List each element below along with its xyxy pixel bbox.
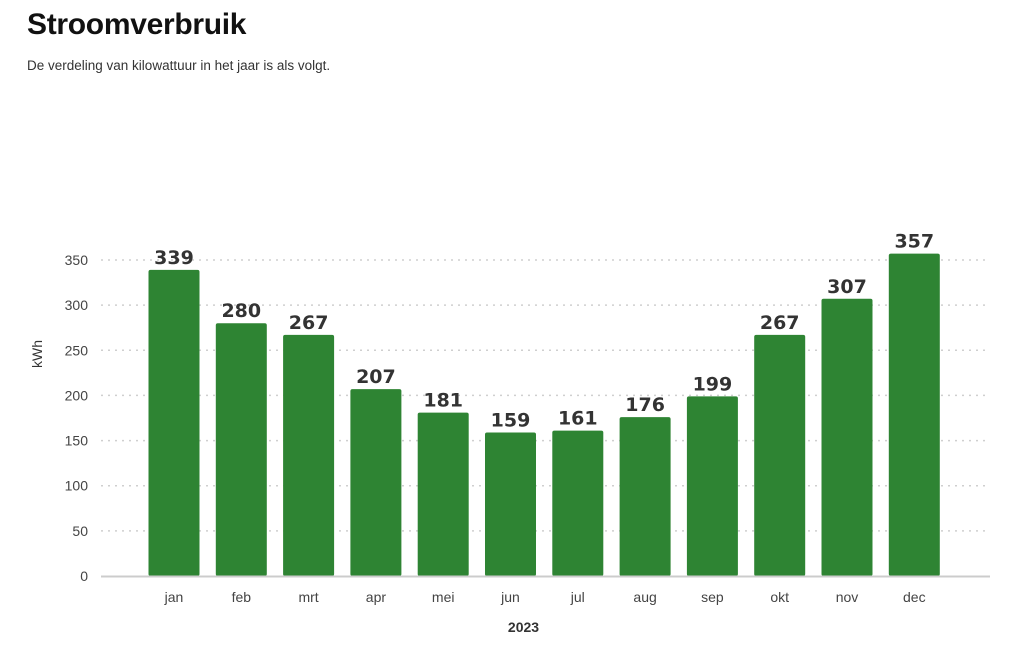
value-label-aug: 176 xyxy=(625,394,665,416)
y-tick-label: 200 xyxy=(65,387,89,403)
value-label-mrt: 267 xyxy=(289,312,329,334)
x-axis-title: 2023 xyxy=(508,619,539,635)
x-tick-label: aug xyxy=(633,589,656,605)
x-tick-label: apr xyxy=(366,589,387,605)
y-axis-title: kWh xyxy=(29,340,45,368)
bar-mei xyxy=(417,412,469,576)
bar-jan xyxy=(148,269,200,576)
value-label-jan: 339 xyxy=(154,247,194,269)
value-label-apr: 207 xyxy=(356,366,396,388)
x-tick-label: jun xyxy=(500,589,520,605)
x-tick-label: dec xyxy=(903,589,926,605)
value-label-dec: 357 xyxy=(894,231,934,253)
chart-title: Stroomverbruik xyxy=(27,8,247,41)
x-tick-label: feb xyxy=(232,589,252,605)
y-tick-label: 50 xyxy=(72,523,88,539)
value-label-mei: 181 xyxy=(423,390,463,412)
bar-jun xyxy=(485,432,536,576)
bar-aug xyxy=(619,417,671,576)
bar-sep xyxy=(686,396,738,576)
bar-apr xyxy=(350,389,402,576)
x-axis-ticks: jan feb mrt apr mei jun jul aug sep okt nov dec xyxy=(164,589,926,605)
y-tick-label: 100 xyxy=(65,478,89,494)
chart-subtitle: De verdeling van kilowattuur in het jaar… xyxy=(27,58,331,73)
y-tick-label: 250 xyxy=(65,342,89,358)
bar-nov xyxy=(821,298,873,576)
bar-mrt xyxy=(283,334,335,576)
value-label-sep: 199 xyxy=(693,373,733,395)
y-tick-label: 150 xyxy=(65,433,89,449)
x-tick-label: nov xyxy=(836,589,859,605)
y-tick-label: 350 xyxy=(65,252,89,268)
bars xyxy=(148,253,940,576)
x-tick-label: sep xyxy=(701,589,724,605)
value-label-feb: 280 xyxy=(221,300,261,322)
x-tick-label: mei xyxy=(432,589,455,605)
x-tick-label: jan xyxy=(164,589,184,605)
value-label-jun: 159 xyxy=(491,409,531,431)
value-label-jul: 161 xyxy=(558,408,598,430)
bar-feb xyxy=(215,323,267,576)
y-tick-label: 0 xyxy=(80,568,88,584)
bar-okt xyxy=(754,334,806,576)
bar-dec xyxy=(888,253,940,576)
y-tick-label: 300 xyxy=(65,297,89,313)
value-label-nov: 307 xyxy=(827,276,867,298)
value-labels: 339 280 267 207 181 159 161 176 199 267 307 357 xyxy=(154,231,934,432)
bar-jul xyxy=(552,430,604,576)
x-tick-label: mrt xyxy=(298,589,318,605)
value-label-okt: 267 xyxy=(760,312,800,334)
y-axis-ticks: 0 50 100 150 200 250 300 350 xyxy=(65,252,89,584)
x-tick-label: okt xyxy=(770,589,789,605)
x-tick-label: jul xyxy=(570,589,585,605)
